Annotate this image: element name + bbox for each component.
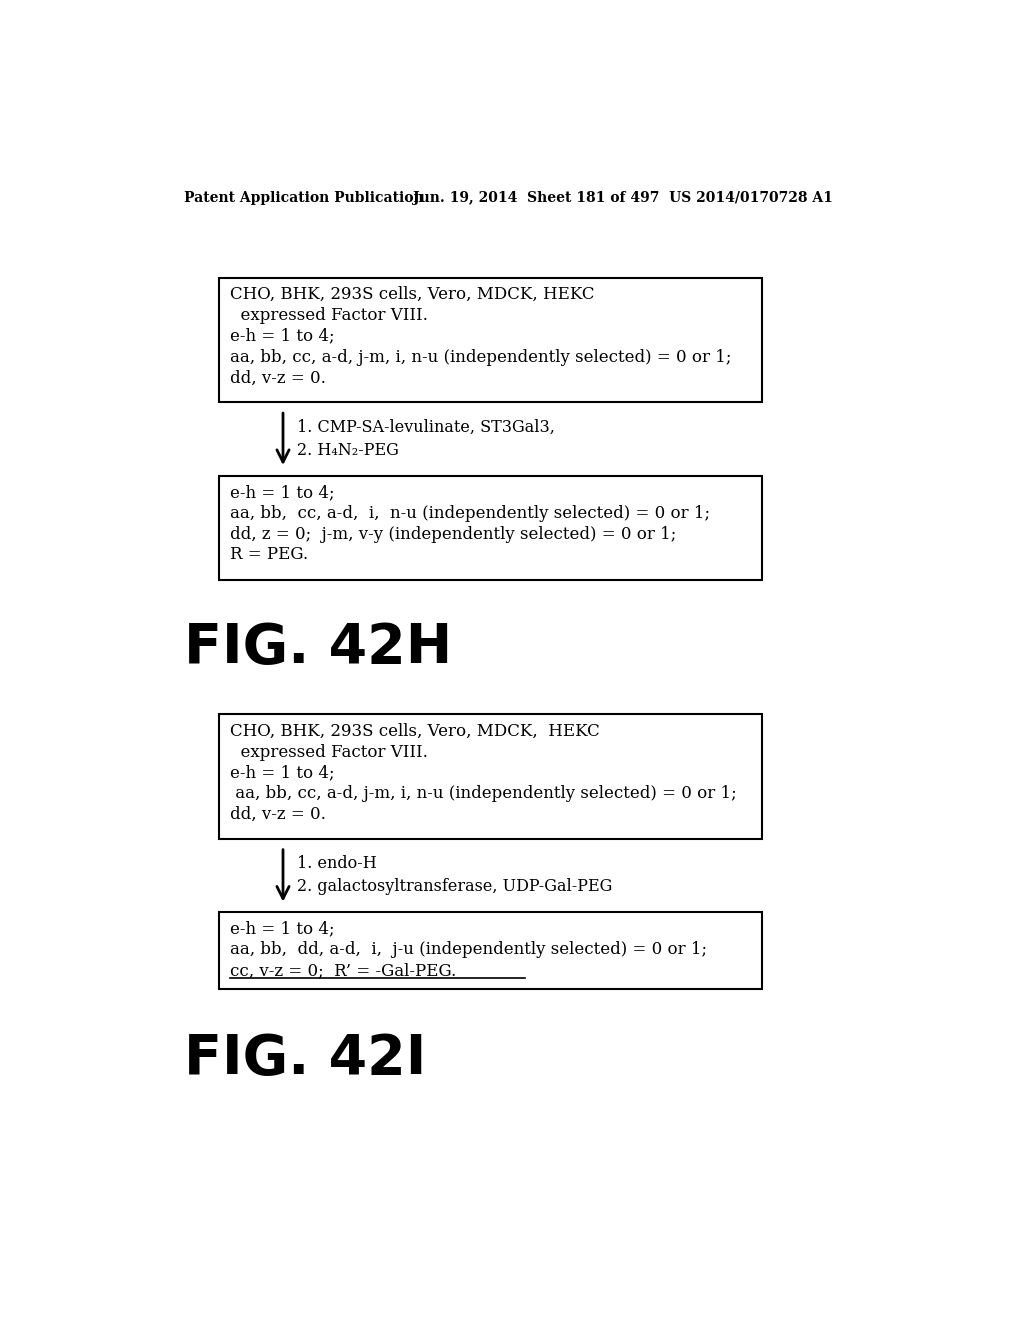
Text: Patent Application Publication: Patent Application Publication	[183, 191, 424, 206]
Text: 2. galactosyltransferase, UDP-Gal-PEG: 2. galactosyltransferase, UDP-Gal-PEG	[297, 878, 612, 895]
Text: R = PEG.: R = PEG.	[230, 546, 308, 564]
FancyBboxPatch shape	[219, 277, 762, 403]
Text: e-h = 1 to 4;: e-h = 1 to 4;	[230, 484, 335, 502]
FancyBboxPatch shape	[219, 912, 762, 989]
Text: Jun. 19, 2014  Sheet 181 of 497  US 2014/0170728 A1: Jun. 19, 2014 Sheet 181 of 497 US 2014/0…	[414, 191, 834, 206]
Text: e-h = 1 to 4;: e-h = 1 to 4;	[230, 327, 335, 345]
FancyBboxPatch shape	[219, 714, 762, 840]
Text: aa, bb, cc, a-d, j-m, i, n-u (independently selected) = 0 or 1;: aa, bb, cc, a-d, j-m, i, n-u (independen…	[230, 785, 737, 803]
Text: dd, z = 0;  j-m, v-y (independently selected) = 0 or 1;: dd, z = 0; j-m, v-y (independently selec…	[230, 525, 677, 543]
Text: aa, bb, cc, a-d, j-m, i, n-u (independently selected) = 0 or 1;: aa, bb, cc, a-d, j-m, i, n-u (independen…	[230, 348, 732, 366]
Text: dd, v-z = 0.: dd, v-z = 0.	[230, 370, 327, 387]
FancyBboxPatch shape	[219, 475, 762, 579]
Text: FIG. 42H: FIG. 42H	[183, 620, 452, 675]
Text: aa, bb,  cc, a-d,  i,  n-u (independently selected) = 0 or 1;: aa, bb, cc, a-d, i, n-u (independently s…	[230, 504, 711, 521]
Text: expressed Factor VIII.: expressed Factor VIII.	[230, 308, 428, 323]
Text: e-h = 1 to 4;: e-h = 1 to 4;	[230, 764, 335, 781]
Text: FIG. 42I: FIG. 42I	[183, 1031, 426, 1085]
Text: 2. H₄N₂-PEG: 2. H₄N₂-PEG	[297, 442, 398, 459]
Text: aa, bb,  dd, a-d,  i,  j-u (independently selected) = 0 or 1;: aa, bb, dd, a-d, i, j-u (independently s…	[230, 941, 708, 958]
Text: cc, v-z = 0;  R’ = -Gal-PEG.: cc, v-z = 0; R’ = -Gal-PEG.	[230, 962, 457, 979]
Text: expressed Factor VIII.: expressed Factor VIII.	[230, 743, 428, 760]
Text: e-h = 1 to 4;: e-h = 1 to 4;	[230, 920, 335, 937]
Text: 1. CMP-SA-levulinate, ST3Gal3,: 1. CMP-SA-levulinate, ST3Gal3,	[297, 418, 555, 436]
Text: CHO, BHK, 293S cells, Vero, MDCK, HEKC: CHO, BHK, 293S cells, Vero, MDCK, HEKC	[230, 286, 595, 304]
Text: 1. endo-H: 1. endo-H	[297, 855, 377, 873]
Text: CHO, BHK, 293S cells, Vero, MDCK,  HEKC: CHO, BHK, 293S cells, Vero, MDCK, HEKC	[230, 723, 600, 739]
Text: dd, v-z = 0.: dd, v-z = 0.	[230, 807, 327, 822]
